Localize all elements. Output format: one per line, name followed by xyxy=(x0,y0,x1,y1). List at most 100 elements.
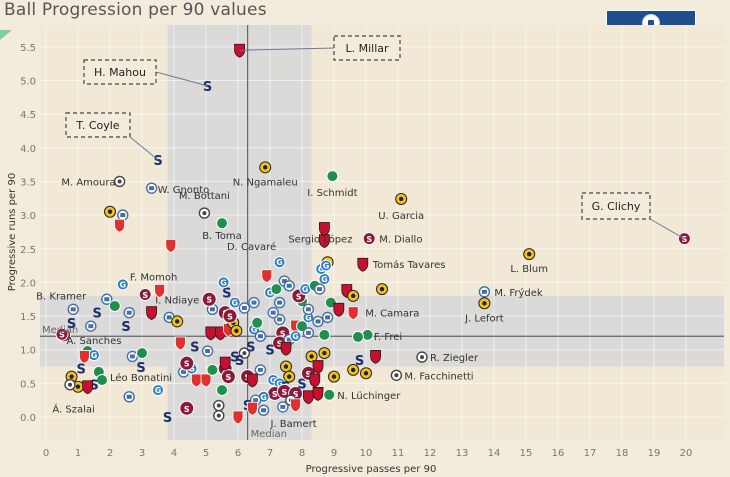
data-point xyxy=(302,327,315,339)
data-point: G xyxy=(320,259,332,272)
servette-s-glyph: S xyxy=(282,388,288,397)
chart-title: Ball Progression per 90 values xyxy=(4,0,267,20)
data-point xyxy=(234,43,245,58)
lugano-g-glyph: G xyxy=(188,365,195,374)
data-point: S xyxy=(121,320,130,335)
data-point xyxy=(270,283,283,296)
lugano-g-glyph: G xyxy=(232,299,239,308)
point-label: A. Sanches xyxy=(66,336,121,347)
x-tick-label: 19 xyxy=(648,448,661,459)
lugano-g-glyph: G xyxy=(292,332,299,341)
lugano-g-glyph: G xyxy=(270,376,277,385)
point-label: N. Lüchinger xyxy=(337,391,401,402)
data-point xyxy=(416,351,428,363)
data-point xyxy=(290,398,301,413)
servette-badge-icon xyxy=(220,369,236,385)
data-point xyxy=(319,222,330,236)
data-point xyxy=(108,299,121,312)
callout-leader-line xyxy=(129,136,159,161)
data-point xyxy=(323,388,336,401)
corner-marker-icon xyxy=(0,30,12,40)
data-point xyxy=(273,296,286,309)
y-tick-label: 3.0 xyxy=(20,211,36,222)
data-point xyxy=(175,336,186,351)
lausanne-badge-icon: S xyxy=(190,340,199,355)
lugano-g-glyph: G xyxy=(302,285,309,294)
data-point: S xyxy=(179,355,195,371)
data-point xyxy=(247,401,258,416)
servette-s-glyph: S xyxy=(280,329,286,338)
plot-area xyxy=(40,25,724,440)
zurich-badge-inner xyxy=(253,398,259,403)
data-point xyxy=(309,373,321,388)
data-point xyxy=(478,286,491,298)
data-point: S xyxy=(55,327,69,341)
lausanne-badge-icon: S xyxy=(235,354,244,369)
plot-background xyxy=(0,25,724,440)
point-label: Á. Szalai xyxy=(52,403,94,416)
lugano-g-glyph: G xyxy=(251,326,258,335)
point-label: B. Toma xyxy=(202,231,242,242)
data-point xyxy=(201,345,214,357)
luzern-badge-inner xyxy=(216,413,221,418)
stgallen-badge-icon xyxy=(318,328,331,341)
data-point xyxy=(318,328,331,341)
data-point xyxy=(257,404,270,416)
sion-shield-icon xyxy=(154,284,165,298)
callout-leader-line xyxy=(649,218,685,240)
callout-leader-line xyxy=(155,71,208,87)
stgallen-badge-icon xyxy=(323,388,336,401)
servette-s-glyph: S xyxy=(296,292,302,301)
zurich-badge-inner xyxy=(270,310,276,315)
x-tick-label: 7 xyxy=(267,448,273,459)
y-tick-label: 2.5 xyxy=(20,245,36,256)
data-points: GSSSSGSSGSSGSSSSSSSSSGGGSGSSSGGSGGGGGGSS… xyxy=(55,43,691,426)
data-point xyxy=(321,311,334,324)
x-tick-label: 3 xyxy=(139,448,145,459)
servette-badge-icon xyxy=(362,232,376,246)
point-label: B. Kramer xyxy=(36,291,87,302)
x-tick-label: 15 xyxy=(520,448,533,459)
stgallen-badge-icon xyxy=(326,170,339,183)
data-point xyxy=(117,209,129,221)
point-label: R. Ziegler xyxy=(430,353,479,364)
data-point xyxy=(136,347,148,360)
data-point: G xyxy=(318,273,331,286)
data-point xyxy=(230,324,243,337)
lugano-g-glyph: G xyxy=(321,275,328,284)
servette-badge-icon xyxy=(201,291,217,307)
basel-shield-icon xyxy=(219,356,231,371)
grasshoppers-badge-inner xyxy=(261,408,267,413)
data-point xyxy=(213,399,225,412)
zurich-badge-inner xyxy=(205,349,211,354)
data-point xyxy=(328,370,340,383)
y-tick-label: 4.5 xyxy=(20,110,36,121)
young-boys-inner xyxy=(379,286,385,292)
point-label: M. Facchinetti xyxy=(404,371,473,382)
data-point xyxy=(254,330,267,342)
sion-shield-icon xyxy=(232,410,244,425)
data-point: G xyxy=(88,349,100,362)
data-point xyxy=(238,302,251,314)
data-point xyxy=(259,161,272,174)
sion-shield-icon xyxy=(175,336,186,351)
lugano-g-glyph: G xyxy=(323,262,330,271)
lausanne-badge-icon: S xyxy=(93,307,102,322)
zurich-badge-inner xyxy=(280,404,286,409)
basel-shield-icon xyxy=(312,360,324,374)
servette-s-glyph: S xyxy=(142,291,148,300)
lugano-badge-icon xyxy=(228,296,241,309)
basel-shield-icon xyxy=(319,234,330,249)
lugano-g-glyph: G xyxy=(120,280,127,289)
x-tick-label: 4 xyxy=(171,448,177,459)
median-y-label: Median xyxy=(42,325,78,336)
data-point xyxy=(126,350,139,363)
lausanne-badge-icon: S xyxy=(355,354,364,369)
grasshoppers-badge-inner xyxy=(286,283,292,288)
data-point xyxy=(205,326,217,341)
data-point xyxy=(283,280,295,292)
data-point: S xyxy=(297,377,306,392)
grasshoppers-badge-inner xyxy=(104,297,110,302)
data-point xyxy=(145,182,158,194)
data-point: S xyxy=(222,308,238,324)
